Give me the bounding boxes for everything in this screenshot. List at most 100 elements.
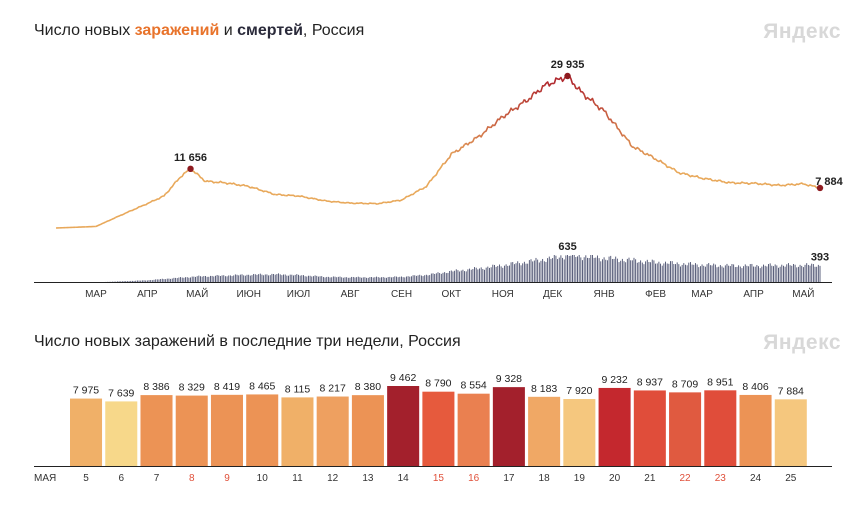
deaths-bar bbox=[490, 267, 492, 282]
infections-line-segment bbox=[464, 137, 476, 146]
deaths-bar bbox=[234, 274, 236, 282]
bar-value-label: 8 329 bbox=[179, 382, 205, 394]
deaths-bar bbox=[548, 256, 550, 282]
deaths-bar bbox=[568, 255, 570, 282]
deaths-bar bbox=[699, 266, 701, 282]
deaths-bar bbox=[771, 265, 773, 282]
deaths-bar bbox=[241, 274, 243, 282]
infections-line-segment bbox=[344, 201, 356, 205]
deaths-bar bbox=[749, 264, 751, 282]
infections-line-segment bbox=[95, 221, 107, 228]
deaths-bar bbox=[789, 265, 791, 282]
deaths-bar bbox=[244, 275, 246, 282]
infections-line-segment bbox=[175, 171, 186, 183]
deaths-bar bbox=[724, 265, 726, 282]
day-bar bbox=[563, 399, 596, 466]
deaths-bar bbox=[739, 266, 741, 282]
deaths-bar bbox=[582, 260, 583, 282]
deaths-bar bbox=[319, 276, 321, 282]
deaths-bar bbox=[748, 266, 750, 282]
deaths-bar bbox=[366, 277, 368, 282]
deaths-bar bbox=[651, 259, 653, 282]
deaths-bar bbox=[663, 263, 665, 282]
deaths-bar bbox=[203, 276, 205, 282]
deaths-bar bbox=[811, 263, 813, 282]
deaths-bar bbox=[251, 275, 253, 282]
infections-line-segment bbox=[404, 192, 416, 199]
deaths-bar bbox=[550, 258, 552, 282]
infections-line-segment bbox=[334, 200, 346, 204]
bar-value-label: 7 884 bbox=[778, 385, 804, 397]
deaths-bar bbox=[766, 266, 768, 282]
day-tick-label: 17 bbox=[503, 473, 515, 484]
deaths-bar bbox=[283, 274, 284, 282]
deaths-bar bbox=[477, 269, 479, 282]
deaths-bar bbox=[694, 263, 696, 282]
day-tick-label: 19 bbox=[574, 473, 586, 484]
deaths-bar bbox=[754, 266, 756, 282]
deaths-bar bbox=[211, 275, 213, 282]
deaths-bar bbox=[656, 263, 658, 282]
deaths-bar bbox=[246, 274, 248, 282]
deaths-bar bbox=[417, 275, 419, 282]
deaths-bar bbox=[728, 265, 730, 282]
bar-value-label: 8 554 bbox=[460, 380, 486, 392]
infections-value-label: 29 935 bbox=[551, 59, 585, 71]
deaths-bar bbox=[391, 277, 392, 282]
deaths-bar bbox=[243, 275, 245, 282]
deaths-bar bbox=[377, 277, 379, 282]
infections-line-segment bbox=[673, 167, 685, 175]
day-tick-label: 23 bbox=[715, 473, 727, 484]
deaths-bar bbox=[670, 261, 671, 282]
bar-value-label: 7 639 bbox=[108, 387, 134, 399]
infections-line-segment bbox=[763, 182, 774, 187]
deaths-bar bbox=[213, 276, 215, 282]
deaths-bar bbox=[726, 263, 728, 282]
deaths-bar bbox=[205, 275, 206, 282]
deaths-bar bbox=[678, 264, 680, 282]
deaths-bar bbox=[200, 276, 201, 282]
day-bar bbox=[175, 395, 208, 466]
deaths-bar bbox=[753, 266, 755, 282]
deaths-bar bbox=[118, 281, 120, 282]
deaths-bar bbox=[605, 259, 607, 282]
deaths-bar bbox=[751, 263, 753, 282]
deaths-bar bbox=[439, 273, 441, 282]
deaths-bar bbox=[633, 257, 635, 282]
day-tick-label: 24 bbox=[750, 473, 762, 484]
infections-line-segment bbox=[604, 110, 615, 124]
day-bar bbox=[457, 393, 490, 466]
infections-line-segment bbox=[523, 91, 535, 103]
deaths-bar bbox=[425, 274, 427, 282]
deaths-bar bbox=[289, 274, 291, 282]
deaths-bar bbox=[693, 264, 695, 282]
deaths-bar bbox=[440, 273, 442, 282]
deaths-bar bbox=[630, 260, 632, 282]
deaths-bar bbox=[312, 276, 314, 282]
deaths-bar bbox=[394, 276, 396, 282]
deaths-bar bbox=[276, 274, 278, 282]
deaths-bar bbox=[618, 262, 620, 282]
deaths-bar bbox=[610, 255, 612, 282]
deaths-bar bbox=[655, 263, 657, 282]
deaths-bar bbox=[364, 277, 366, 282]
deaths-bar bbox=[389, 276, 391, 282]
deaths-bar bbox=[326, 276, 328, 282]
deaths-bar bbox=[306, 276, 308, 282]
bar-value-label: 8 183 bbox=[531, 383, 557, 395]
deaths-bar bbox=[734, 267, 736, 282]
deaths-bar bbox=[741, 268, 743, 282]
deaths-bar bbox=[128, 281, 130, 282]
deaths-bar bbox=[768, 264, 769, 282]
deaths-bar bbox=[653, 260, 655, 282]
deaths-bar bbox=[603, 257, 605, 282]
deaths-bar bbox=[286, 275, 288, 282]
infections-line-segment bbox=[145, 199, 156, 206]
bar-value-label: 8 790 bbox=[425, 378, 451, 390]
day-bar bbox=[210, 394, 243, 466]
infections-line-segment bbox=[234, 183, 246, 187]
deaths-bar bbox=[626, 258, 628, 282]
infections-line-segment bbox=[453, 144, 466, 153]
infections-line-segment bbox=[514, 99, 526, 111]
deaths-bar bbox=[628, 257, 630, 282]
